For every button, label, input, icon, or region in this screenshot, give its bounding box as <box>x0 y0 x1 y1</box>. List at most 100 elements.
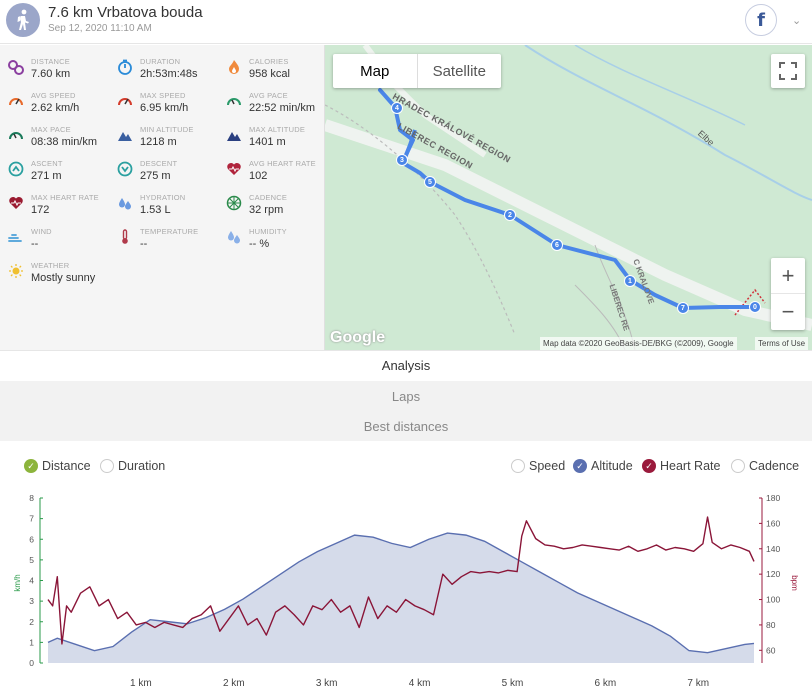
google-logo: Google <box>330 329 386 346</box>
radio-icon <box>100 459 114 473</box>
toggle-heart-rate[interactable]: ✓ Heart Rate <box>642 458 720 474</box>
stat-value: 271 m <box>31 170 62 182</box>
right-tick-label: 60 <box>766 645 776 655</box>
activity-date: Sep 12, 2020 11:10 AM <box>48 23 152 34</box>
route-map[interactable]: HRADEC KRÁLOVÉ REGION LIBEREC REGION Elb… <box>325 45 812 350</box>
descent-icon <box>117 161 133 177</box>
right-tick-label: 100 <box>766 595 780 605</box>
route-marker[interactable]: 7 <box>677 302 689 314</box>
right-tick-label: 80 <box>766 620 776 630</box>
stat-value: 08:38 min/km <box>31 136 98 148</box>
stat-value: 6.95 km/h <box>140 102 189 114</box>
stat-avg-heart-rate: AVG HEART RATE 102 <box>218 155 326 185</box>
radio-icon <box>731 459 745 473</box>
stat-label: HUMIDITY <box>249 227 287 236</box>
wind-icon <box>8 229 24 245</box>
toggle-cadence[interactable]: Cadence <box>731 458 799 474</box>
stat-label: MAX ALTITUDE <box>249 125 306 134</box>
stat-min-altitude: MIN ALTITUDE 1218 m <box>109 121 217 151</box>
sun-icon <box>8 263 24 279</box>
map-canvas <box>325 45 812 350</box>
x-tick-label: 7 km <box>687 678 709 689</box>
stat-label: CALORIES <box>249 57 289 66</box>
map-tab-map[interactable]: Map <box>333 54 418 88</box>
tab-best-distances[interactable]: Best distances <box>0 411 812 441</box>
map-tab-satellite[interactable]: Satellite <box>432 62 486 80</box>
pace-gauge-icon <box>8 127 24 143</box>
left-tick-label: 1 <box>29 637 34 647</box>
route-marker[interactable]: 2 <box>504 209 516 221</box>
check-icon: ✓ <box>24 459 38 473</box>
map-attribution: Map data ©2020 GeoBasis-DE/BKG (©2009), … <box>540 337 737 350</box>
right-axis-label: bpm <box>790 575 799 591</box>
facebook-icon: f <box>757 9 765 31</box>
stat-label: AVG SPEED <box>31 91 76 100</box>
toggle-label: Altitude <box>591 459 633 473</box>
x-tick-label: 2 km <box>223 678 245 689</box>
left-axis-label: km/h <box>13 574 22 591</box>
stat-label: AVG PACE <box>249 91 288 100</box>
chevron-down-icon[interactable]: ⌄ <box>792 15 802 27</box>
heart-rate-icon <box>8 195 24 211</box>
stat-max-heart-rate: MAX HEART RATE 172 <box>0 189 108 219</box>
stat-max-pace: MAX PACE 08:38 min/km <box>0 121 108 151</box>
altitude-line <box>47 532 755 654</box>
stat-hydration: HYDRATION 1.53 L <box>109 189 217 219</box>
stat-value: -- <box>31 238 39 250</box>
fullscreen-icon <box>779 62 797 80</box>
zoom-control: + − <box>771 258 805 330</box>
x-tick-label: 6 km <box>595 678 617 689</box>
tab-laps[interactable]: Laps <box>0 381 812 411</box>
toggle-speed[interactable]: Speed <box>511 458 565 474</box>
stat-value: -- <box>140 238 148 250</box>
left-tick-label: 8 <box>29 493 34 503</box>
stat-label: DESCENT <box>140 159 178 168</box>
toggle-duration[interactable]: Duration <box>100 458 165 474</box>
stat-label: WIND <box>31 227 52 236</box>
map-pin-icon <box>8 59 24 75</box>
toggle-altitude[interactable]: ✓ Altitude <box>573 458 633 474</box>
stat-label: CADENCE <box>249 193 288 202</box>
route-marker[interactable]: 4 <box>391 102 403 114</box>
facebook-share-button[interactable]: f <box>745 4 777 36</box>
stat-label: MIN ALTITUDE <box>140 125 194 134</box>
zoom-in-button[interactable]: + <box>771 258 805 294</box>
stat-label: MAX HEART RATE <box>31 193 99 202</box>
activity-header: 7.6 km Vrbatova bouda Sep 12, 2020 11:10… <box>0 0 812 44</box>
terms-link[interactable]: Terms of Use <box>755 337 809 350</box>
stat-value: 958 kcal <box>249 68 290 80</box>
toggle-distance[interactable]: ✓ Distance <box>24 458 91 474</box>
cadence-wheel-icon <box>226 195 242 211</box>
stat-label: AVG HEART RATE <box>249 159 316 168</box>
pace-gauge-icon <box>226 93 242 109</box>
left-tick-label: 5 <box>29 555 34 565</box>
stat-label: DISTANCE <box>31 57 70 66</box>
stat-value: 22:52 min/km <box>249 102 316 114</box>
activity-chart: 0 1 2 3 4 5 6 7 8 60 80 100 120 140 160 180 km/h bpm 1 km 2… <box>13 493 799 689</box>
left-tick-label: 6 <box>29 534 34 544</box>
route-marker[interactable]: 6 <box>551 239 563 251</box>
tab-analysis[interactable]: Analysis <box>0 350 812 380</box>
route-marker[interactable]: 1 <box>624 275 636 287</box>
route-marker[interactable]: 5 <box>424 176 436 188</box>
fullscreen-button[interactable] <box>771 54 805 88</box>
stat-value: 32 rpm <box>249 204 284 216</box>
stat-distance: DISTANCE 7.60 km <box>0 53 108 83</box>
stat-value: 7.60 km <box>31 68 71 80</box>
speedometer-icon <box>117 93 133 109</box>
check-icon: ✓ <box>573 459 587 473</box>
stat-value: 2h:53m:48s <box>140 68 198 80</box>
route-marker[interactable]: 0 <box>749 301 761 313</box>
stat-avg-pace: AVG PACE 22:52 min/km <box>218 87 326 117</box>
route-marker[interactable]: 3 <box>396 154 408 166</box>
x-tick-label: 3 km <box>316 678 338 689</box>
stat-value: 2.62 km/h <box>31 102 80 114</box>
stat-avg-speed: AVG SPEED 2.62 km/h <box>0 87 108 117</box>
toggle-label: Distance <box>42 459 91 473</box>
zoom-out-button[interactable]: − <box>781 299 795 324</box>
stat-label: MAX PACE <box>31 125 71 134</box>
hiker-avatar-icon <box>6 3 40 37</box>
stat-duration: DURATION 2h:53m:48s <box>109 53 217 83</box>
flame-icon <box>226 59 242 75</box>
mountain-icon <box>117 127 133 143</box>
